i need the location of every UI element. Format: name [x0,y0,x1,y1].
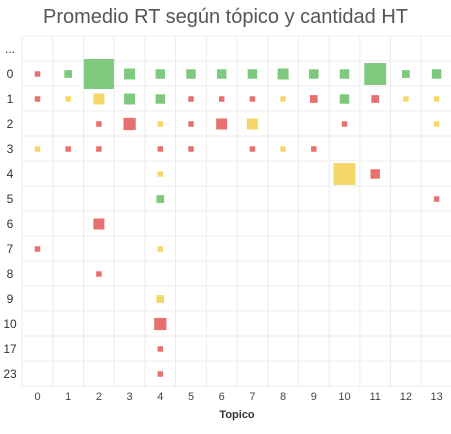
y-tick-label: 5 [7,192,14,206]
x-tick-label: 11 [369,391,380,403]
heatmap-cell [157,146,164,152]
x-tick-label: 1 [65,391,71,403]
x-tick-label: 5 [188,391,194,403]
heatmap-cell [155,94,166,104]
y-tick-label: 2 [7,117,14,131]
heatmap-cell [433,96,440,102]
heatmap-cell [154,317,167,331]
x-tick-label: 6 [219,391,225,403]
x-tick-label: 7 [249,391,255,403]
y-tick-label: 17 [3,342,17,356]
heatmap-cell [93,93,105,105]
heatmap-cell [155,69,166,79]
heatmap-cell [65,96,71,102]
heatmap-cell [156,195,165,203]
heatmap-cell [402,70,410,78]
heatmap-cell [188,96,194,102]
y-tick-label: 0 [7,67,14,81]
heatmap-cell [371,95,380,103]
heatmap-cell [34,96,41,102]
heatmap-cell [311,146,317,152]
x-tick-label: 8 [280,391,286,403]
heatmap-cell [96,146,102,152]
heatmap-cell [218,96,225,102]
heatmap-cell [157,346,164,352]
heatmap-cell [370,169,380,179]
heatmap-cell [433,121,440,127]
y-tick-label: 23 [3,367,17,381]
heatmap-cell [249,146,256,152]
heatmap-cell [339,94,350,104]
heatmap-cell [157,371,164,377]
heatmap-cell [188,146,194,152]
y-tick-label: 6 [7,217,14,231]
heatmap-cell [157,171,164,177]
y-tick-label: 10 [3,317,17,331]
heatmap-cell [124,93,136,105]
heatmap-cell [216,118,228,130]
heatmap-cell [247,69,258,79]
heatmap-cell [333,163,356,185]
heatmap-cell [309,69,319,79]
heatmap-cell [34,246,41,252]
x-tick-label: 0 [34,391,40,403]
heatmap-cell [216,69,227,79]
heatmap-cell [280,146,286,152]
heatmap-cell [186,69,196,79]
x-tick-label: 4 [157,391,163,403]
x-tick-label: 10 [338,391,350,403]
heatmap-cell [96,121,102,127]
x-tick-label: 12 [400,391,412,403]
heatmap-cell [431,69,442,79]
heatmap-cell [65,146,71,152]
heatmap-cell [277,68,289,80]
heatmap-cell [364,63,387,85]
heatmap-cell [403,96,409,102]
x-tick-label: 3 [127,391,133,403]
heatmap-cell [341,121,348,127]
y-tick-label: 4 [7,167,14,181]
x-axis-label: Topico [219,409,255,421]
x-tick-label: 9 [311,391,317,403]
x-tick-label: 2 [96,391,102,403]
heatmap-cell [83,59,114,89]
heatmap-cell [34,146,41,152]
y-tick-label: 1 [7,92,14,106]
heatmap-cell [188,121,194,127]
heatmap-cell [123,117,136,131]
heatmap-cell [249,96,256,102]
x-tick-label: 13 [430,391,442,403]
y-tick-label: 3 [7,142,14,156]
y-tick-label: 8 [7,267,14,281]
heatmap-cell [339,69,350,79]
heatmap-cell [156,295,165,303]
heatmap-cell [280,96,286,102]
y-tick-label: 7 [7,242,14,256]
heatmap-cell [157,121,164,127]
heatmap-cell [433,196,440,202]
heatmap-cell [309,95,318,103]
heatmap-cell [34,71,41,77]
heatmap-cell [246,118,258,130]
heatmap-cell [93,218,105,230]
y-tick-label: 9 [7,292,14,306]
chart-title: Promedio RT según tópico y cantidad HT [42,6,408,28]
heatmap-cell [96,271,102,277]
heatmap-cell [157,246,164,252]
heatmap-cell [64,70,73,78]
heatmap-cell [124,68,136,80]
y-tick-label: ... [5,42,15,56]
